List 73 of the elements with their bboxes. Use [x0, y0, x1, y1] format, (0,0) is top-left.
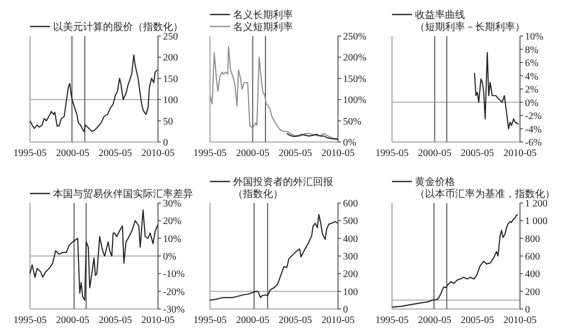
- y-tick-label: 250: [163, 32, 178, 42]
- x-tick-label: 2000-05: [418, 315, 452, 326]
- x-tick-label: 1995-05: [193, 315, 227, 326]
- y-tick-label: 50%: [343, 116, 362, 128]
- y-tick-label: 400: [343, 234, 358, 245]
- y-tick-label: 0%: [343, 138, 356, 148]
- legend-label: 名义短期利率: [233, 21, 293, 33]
- y-tick-label: 0%: [525, 98, 538, 109]
- y-tick-label: 600: [525, 252, 540, 262]
- x-tick-label: 2010-05: [141, 148, 175, 159]
- y-tick-label: 800: [525, 234, 540, 245]
- y-tick-label: 0%: [163, 252, 176, 262]
- y-tick-label: 2%: [525, 84, 538, 96]
- x-tick-label: 2000-05: [56, 148, 90, 159]
- y-tick-label: 10%: [163, 234, 182, 245]
- y-tick-label: -20%: [163, 286, 185, 298]
- legend-label: 名义长期利率: [233, 9, 293, 21]
- y-tick-label: -2%: [525, 111, 542, 122]
- y-tick-label: 0: [343, 304, 348, 316]
- y-tick-label: 150%: [343, 74, 366, 85]
- y-tick-label: 0: [525, 304, 530, 316]
- x-tick-label: 1995-05: [13, 315, 47, 326]
- y-tick-label: 250%: [343, 32, 366, 42]
- y-tick-label: 1 000: [525, 216, 548, 228]
- y-tick-label: 100: [343, 286, 358, 298]
- y-tick-label: 4%: [525, 71, 538, 82]
- x-tick-label: 1995-05: [13, 148, 47, 159]
- x-tick-label: 2010-05: [503, 148, 537, 159]
- y-tick-label: 30%: [163, 198, 182, 210]
- x-tick-label: 1995-05: [375, 315, 409, 326]
- x-tick-label: 2010-05: [321, 315, 355, 326]
- y-tick-label: 400: [525, 269, 540, 280]
- legend-label: 黄金价格（以本币汇率为基准，指数化）: [415, 176, 555, 200]
- y-tick-label: 200: [163, 52, 178, 64]
- y-tick-label: 500: [343, 216, 358, 228]
- x-tick-label: 2005-05: [460, 315, 494, 326]
- y-tick-label: 150: [163, 74, 178, 85]
- x-tick-label: 1995-05: [193, 148, 227, 159]
- y-tick-label: -30%: [163, 304, 185, 316]
- y-tick-label: 600: [343, 198, 358, 210]
- x-tick-label: 2000-05: [236, 148, 270, 159]
- y-tick-label: -6%: [525, 138, 542, 148]
- x-tick-label: 2000-05: [418, 148, 452, 159]
- y-tick-label: 1 200: [525, 198, 548, 210]
- y-tick-label: 300: [343, 252, 358, 262]
- x-tick-label: 2005-05: [98, 315, 132, 326]
- y-tick-label: -10%: [163, 269, 185, 280]
- x-tick-label: 2010-05: [141, 315, 175, 326]
- y-tick-label: 100%: [343, 95, 366, 106]
- x-tick-label: 2010-05: [321, 148, 355, 159]
- legend-label: 以美元计算的股价（指数化）: [53, 21, 183, 33]
- x-tick-label: 2005-05: [278, 148, 312, 159]
- y-tick-label: 6%: [525, 58, 538, 69]
- y-tick-label: 200: [525, 286, 540, 298]
- y-tick-label: 100: [163, 95, 178, 106]
- y-tick-label: 200%: [343, 52, 366, 64]
- y-tick-label: 8%: [525, 44, 538, 56]
- x-tick-label: 2005-05: [98, 148, 132, 159]
- x-tick-label: 2005-05: [278, 315, 312, 326]
- y-tick-label: 200: [343, 269, 358, 280]
- y-tick-label: 0: [163, 138, 168, 148]
- y-tick-label: 20%: [163, 216, 182, 228]
- x-tick-label: 2010-05: [503, 315, 537, 326]
- legend-label: 本国与贸易伙伴国实际汇率差异: [53, 188, 193, 200]
- x-tick-label: 2005-05: [460, 148, 494, 159]
- legend-label: 外国投资者的外汇回报（指数化）: [233, 176, 333, 200]
- x-tick-label: 2000-05: [236, 315, 270, 326]
- x-tick-label: 1995-05: [375, 148, 409, 159]
- legend-label: 收益率曲线（短期利率－长期利率）: [415, 9, 525, 33]
- y-tick-label: -4%: [525, 124, 542, 136]
- y-tick-label: 50: [163, 116, 173, 128]
- x-tick-label: 2000-05: [56, 315, 90, 326]
- y-tick-label: 10%: [525, 32, 544, 42]
